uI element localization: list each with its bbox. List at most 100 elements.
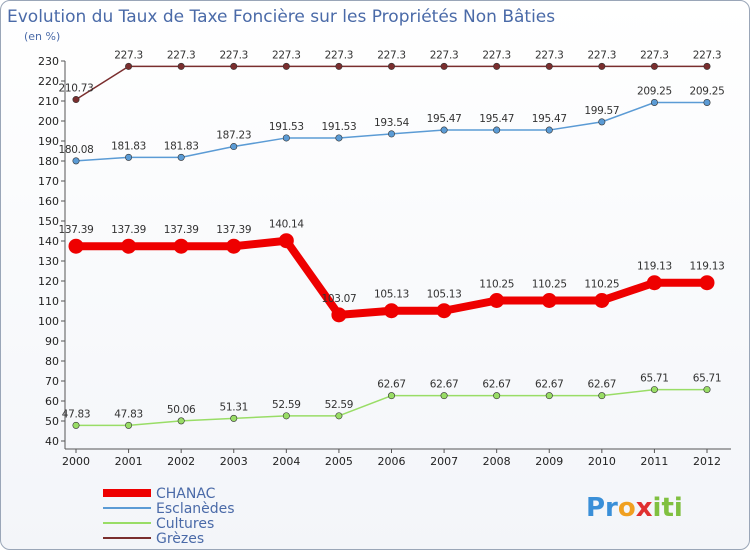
- data-label: 227.3: [693, 49, 722, 61]
- data-label: 65.71: [640, 373, 669, 385]
- y-tick-label: 230: [38, 55, 59, 68]
- data-label: 227.3: [272, 49, 301, 61]
- data-label: 47.83: [62, 408, 91, 420]
- data-point: [230, 62, 238, 70]
- legend-label: Grèzes: [156, 531, 204, 547]
- data-point: [282, 62, 290, 70]
- legend-label: CHANAC: [156, 486, 216, 502]
- data-label: 105.13: [374, 289, 409, 301]
- data-label: 227.3: [167, 49, 196, 61]
- data-point: [125, 153, 133, 161]
- logo-part-iti: iti: [653, 493, 683, 523]
- data-point: [440, 126, 448, 134]
- data-label: 210.73: [59, 83, 94, 95]
- x-tick-label: 2003: [220, 455, 248, 468]
- data-point: [436, 303, 452, 319]
- data-label: 181.83: [164, 140, 199, 152]
- y-tick-label: 170: [38, 175, 59, 188]
- logo-part-x: x: [636, 493, 653, 523]
- data-label: 62.67: [482, 379, 511, 391]
- data-label: 110.25: [584, 279, 619, 291]
- data-label: 50.06: [167, 404, 196, 416]
- data-label: 62.67: [535, 379, 564, 391]
- data-point: [545, 126, 553, 134]
- data-point: [646, 275, 662, 291]
- y-tick-label: 210: [38, 95, 59, 108]
- y-tick-label: 50: [45, 415, 59, 428]
- data-label: 227.3: [219, 49, 248, 61]
- data-label: 110.25: [479, 279, 514, 291]
- data-point: [387, 62, 395, 70]
- data-point: [545, 392, 553, 400]
- data-label: 227.3: [640, 49, 669, 61]
- data-point: [72, 157, 80, 165]
- y-tick-label: 180: [38, 155, 59, 168]
- x-tick-label: 2000: [62, 455, 90, 468]
- data-label: 119.13: [690, 261, 725, 273]
- data-point: [282, 412, 290, 420]
- y-tick-label: 100: [38, 315, 59, 328]
- logo: Proxiti: [586, 493, 683, 523]
- logo-part-o: o: [618, 493, 636, 523]
- data-label: 62.67: [588, 379, 617, 391]
- data-point: [230, 143, 238, 151]
- data-point: [703, 386, 711, 394]
- data-label: 110.25: [532, 279, 567, 291]
- series-line-grèzes: [75, 65, 708, 101]
- data-label: 227.3: [377, 49, 406, 61]
- data-label: 187.23: [216, 130, 251, 142]
- data-label: 195.47: [532, 113, 567, 125]
- data-label: 62.67: [377, 379, 406, 391]
- data-point: [177, 62, 185, 70]
- data-point: [335, 134, 343, 142]
- x-tick-label: 2005: [325, 455, 353, 468]
- y-tick-label: 60: [45, 395, 59, 408]
- y-tick-label: 120: [38, 275, 59, 288]
- y-tick-label: 160: [38, 195, 59, 208]
- data-point: [598, 118, 606, 126]
- x-tick-label: 2001: [115, 455, 143, 468]
- data-label: 137.39: [216, 224, 251, 236]
- data-label: 209.25: [690, 86, 725, 98]
- data-label: 119.13: [637, 261, 672, 273]
- data-point: [387, 130, 395, 138]
- data-point: [72, 421, 80, 429]
- data-label: 181.83: [111, 140, 146, 152]
- data-point: [335, 62, 343, 70]
- data-label: 137.39: [111, 224, 146, 236]
- data-label: 140.14: [269, 219, 305, 231]
- data-label: 209.25: [637, 86, 672, 98]
- y-tick-label: 40: [45, 435, 59, 448]
- x-tick-label: 2008: [483, 455, 511, 468]
- logo-part-pr: Pr: [586, 493, 618, 523]
- data-label: 195.47: [427, 113, 462, 125]
- data-point: [650, 62, 658, 70]
- data-point: [703, 62, 711, 70]
- data-label: 227.3: [535, 49, 564, 61]
- data-point: [493, 392, 501, 400]
- x-tick-label: 2012: [693, 455, 721, 468]
- y-tick-label: 190: [38, 135, 59, 148]
- data-point: [226, 238, 242, 254]
- data-point: [387, 392, 395, 400]
- axes: 4050607080901001101201301401501601701801…: [38, 55, 731, 468]
- data-label: 227.3: [588, 49, 617, 61]
- y-tick-label: 220: [38, 75, 59, 88]
- data-point: [699, 275, 715, 291]
- data-point: [489, 293, 505, 308]
- y-tick-label: 70: [45, 375, 59, 388]
- data-label: 62.67: [430, 379, 459, 391]
- data-label: 227.3: [430, 49, 459, 61]
- data-labels: 210.73 227.3 227.3 227.3 227.3 227.3 227.3 227.…: [59, 49, 725, 420]
- x-tick-label: 2004: [272, 455, 300, 468]
- chart-title: Evolution du Taux de Taxe Foncière sur l…: [7, 7, 555, 27]
- data-label: 191.53: [321, 121, 356, 133]
- data-label: 195.47: [479, 113, 514, 125]
- data-label: 227.3: [325, 49, 354, 61]
- data-point: [121, 238, 137, 254]
- data-point: [493, 62, 501, 70]
- data-point: [282, 134, 290, 142]
